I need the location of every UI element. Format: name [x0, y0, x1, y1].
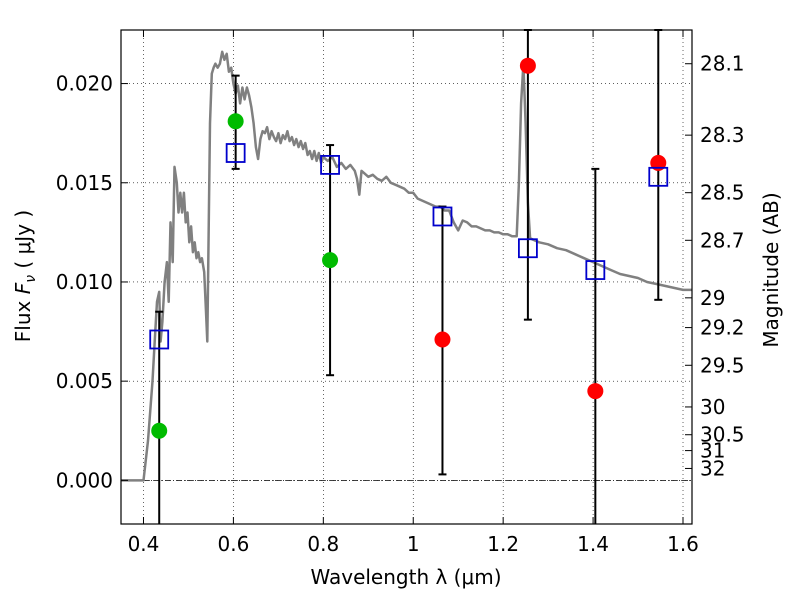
model-square [225, 143, 246, 163]
model-square [517, 238, 538, 259]
y-axis-ticks: 0.000 0.005 0.010 0.015 0.020 [56, 72, 128, 492]
y2-tick-label: 30.5 [700, 423, 745, 447]
y2-axis-title: Magnitude (AB) [759, 192, 783, 347]
observed-flux-points [151, 57, 667, 439]
y-axis-title: Flux Fν ( μJy ) [11, 210, 39, 342]
y-axis-title-suffix: ( μJy ) [11, 210, 35, 275]
x-axis-ticks: 0.4 0.6 0.8 1 1.2 1.4 1.6 [128, 30, 699, 556]
y2-tick-label: 29 [700, 286, 725, 310]
y-tick-label: 0.000 [56, 468, 113, 492]
spectrum-line [121, 50, 692, 482]
model-square [585, 260, 606, 280]
x-tick-label: 1 [407, 532, 420, 556]
y2-tick-label: 32 [700, 456, 725, 480]
x-axis-title: Wavelength λ (μm) [310, 565, 501, 589]
model-square [320, 155, 340, 175]
y2-tick-label: 28.5 [700, 181, 745, 205]
x-tick-label: 1.6 [667, 532, 699, 556]
x-tick-label: 0.6 [217, 532, 249, 556]
x-tick-label: 0.4 [128, 532, 160, 556]
flux-point [587, 383, 604, 400]
flux-point [151, 422, 168, 439]
y2-tick-label: 30 [700, 395, 725, 419]
plot-frame [120, 29, 693, 525]
y-tick-label: 0.015 [56, 171, 113, 195]
y-tick-label: 0.010 [56, 270, 113, 294]
y-axis-title-prefix: Flux [11, 294, 35, 342]
y2-tick-label: 28.7 [700, 228, 745, 252]
model-flux-squares [149, 143, 669, 350]
y-tick-label: 0.005 [56, 369, 113, 393]
y2-tick-label: 28.3 [700, 123, 745, 147]
y-axis-title-symbol: F [11, 282, 35, 294]
y2-tick-label: 29.5 [700, 353, 745, 377]
x-tick-label: 0.8 [307, 532, 339, 556]
y2-tick-label: 28.1 [700, 52, 745, 76]
y-axis-title-subscript: ν [23, 275, 39, 283]
model-square [432, 206, 453, 227]
flux-point [227, 113, 244, 130]
y2-tick-label: 29.2 [700, 316, 745, 340]
y-tick-label: 0.020 [56, 72, 113, 96]
template-spectrum [121, 50, 692, 482]
x-tick-label: 1.4 [577, 532, 609, 556]
y2-tick-label: 31 [700, 439, 725, 463]
flux-point [519, 57, 536, 74]
x-tick-label: 1.2 [487, 532, 519, 556]
model-square [648, 166, 669, 187]
model-square [149, 329, 170, 350]
flux-point [434, 331, 451, 348]
flux-point [322, 252, 339, 269]
